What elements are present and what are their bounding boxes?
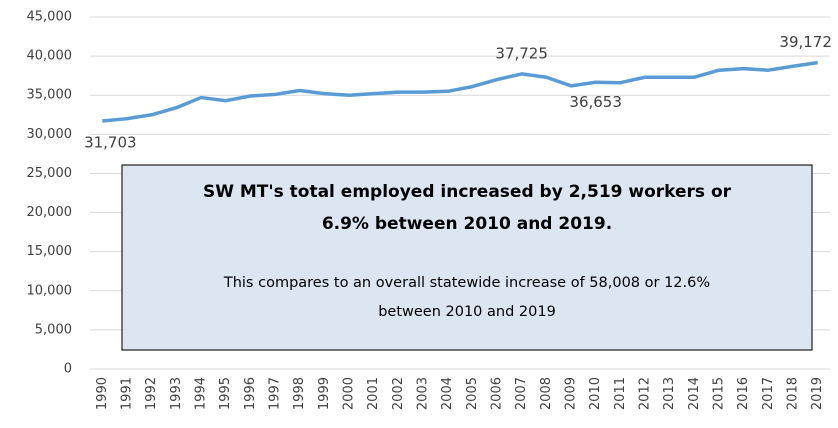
annotation-headline: 6.9% between 2010 and 2019.	[322, 214, 612, 234]
x-tick-label: 1997	[268, 377, 283, 410]
x-tick-label: 2011	[613, 377, 628, 410]
y-tick-label: 45,000	[27, 10, 73, 25]
x-tick-label: 1992	[144, 377, 159, 410]
x-tick-label: 2008	[539, 377, 554, 410]
x-tick-label: 1996	[243, 377, 258, 410]
x-tick-label: 2014	[687, 377, 702, 410]
data-line	[102, 60, 818, 123]
y-tick-label: 15,000	[27, 244, 73, 259]
y-tick-label: 35,000	[27, 88, 73, 103]
y-tick-label: 25,000	[27, 166, 73, 181]
x-tick-label: 2012	[638, 377, 653, 410]
x-tick-label: 1998	[292, 377, 307, 410]
y-tick-label: 10,000	[27, 283, 73, 298]
annotation-body: between 2010 and 2019	[378, 304, 556, 320]
x-tick-label: 1993	[169, 377, 184, 410]
y-tick-label: 40,000	[27, 49, 73, 64]
y-tick-label: 0	[64, 362, 72, 377]
x-tick-label: 1994	[194, 377, 209, 410]
x-tick-label: 1991	[120, 377, 135, 410]
annotation-body: This compares to an overall statewide in…	[223, 275, 710, 291]
x-tick-label: 2000	[342, 377, 357, 410]
y-tick-label: 5,000	[35, 322, 72, 337]
x-tick-label: 2017	[761, 377, 776, 410]
x-tick-label: 2010	[588, 377, 603, 410]
x-tick-label: 2001	[366, 377, 381, 410]
data-label: 39,172	[779, 33, 832, 51]
annotation-headline: SW MT's total employed increased by 2,51…	[203, 182, 732, 202]
data-label: 37,725	[495, 44, 548, 62]
x-tick-label: 1999	[317, 377, 332, 410]
x-tick-label: 2003	[416, 377, 431, 410]
y-tick-label: 30,000	[27, 127, 73, 142]
x-tick-label: 2006	[490, 377, 505, 410]
annotation-box	[121, 164, 813, 351]
data-label: 31,703	[84, 134, 137, 152]
x-tick-label: 2007	[514, 377, 529, 410]
x-tick-label: 2013	[662, 377, 677, 410]
x-tick-label: 2002	[391, 377, 406, 410]
x-tick-label: 2015	[712, 377, 727, 410]
x-tick-label: 2009	[564, 377, 579, 410]
x-tick-label: 1990	[95, 377, 110, 410]
y-tick-label: 20,000	[27, 205, 73, 220]
x-tick-label: 1995	[218, 377, 233, 410]
data-label: 36,653	[569, 93, 622, 111]
x-tick-label: 2016	[736, 377, 751, 410]
x-tick-label: 2018	[786, 377, 801, 410]
x-tick-label: 2005	[465, 377, 480, 410]
x-tick-label: 2004	[440, 377, 455, 410]
x-tick-label: 2019	[810, 377, 825, 410]
